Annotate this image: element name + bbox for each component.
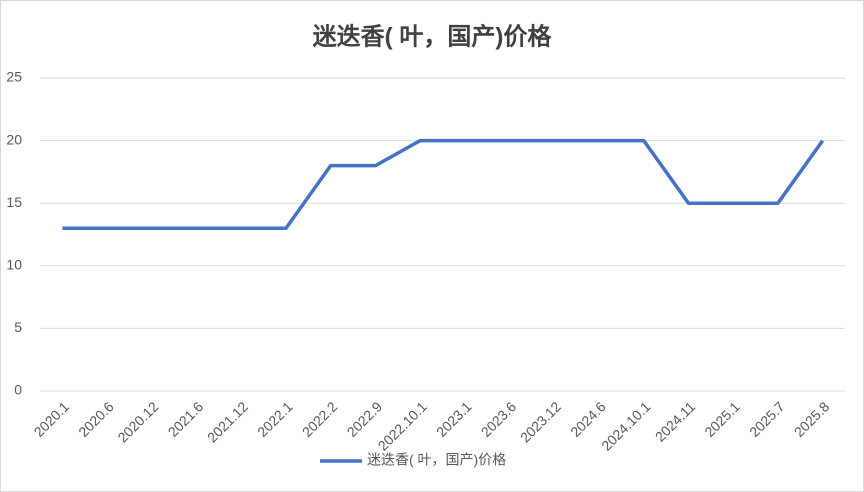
y-tick-label: 20 <box>6 131 22 147</box>
chart-title: 迷迭香( 叶，国产)价格 <box>313 22 553 50</box>
y-tick-label: 15 <box>6 194 22 210</box>
y-tick-label: 5 <box>14 319 22 335</box>
y-tick-label: 25 <box>6 69 22 85</box>
y-tick-label: 10 <box>6 257 22 273</box>
line-series <box>62 138 825 230</box>
legend-label: 迷迭香( 叶，国产)价格 <box>367 452 506 468</box>
y-tick-label: 0 <box>14 382 22 398</box>
